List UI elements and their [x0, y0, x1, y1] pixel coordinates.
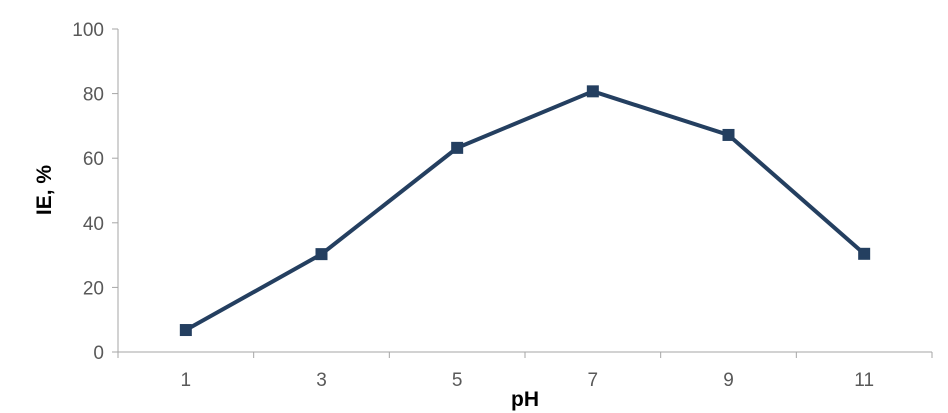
- y-axis-title: IE, %: [33, 165, 56, 216]
- x-tick-label: 9: [723, 370, 734, 391]
- y-tick-label: 20: [83, 278, 104, 299]
- y-tick-label: 40: [83, 214, 104, 235]
- x-axis: 1 3 5 7 9 11: [117, 351, 933, 391]
- data-point: [315, 248, 328, 261]
- series-ie: [179, 85, 871, 337]
- data-point: [451, 141, 464, 154]
- y-tick-label: 80: [83, 85, 104, 106]
- y-tick-label: 0: [93, 343, 104, 364]
- data-point: [722, 128, 735, 141]
- x-tick-label: 1: [181, 370, 192, 391]
- y-tick-label: 100: [72, 20, 104, 41]
- x-tick-label: 3: [316, 370, 327, 391]
- y-tick-label: 60: [83, 149, 104, 170]
- data-point: [586, 85, 599, 98]
- series-line: [184, 89, 866, 332]
- x-tick-label: 5: [452, 370, 463, 391]
- data-point: [858, 247, 871, 260]
- data-point: [179, 324, 192, 337]
- y-axis: 0 20 40 60 80 100: [72, 20, 119, 364]
- x-axis-title: pH: [511, 388, 539, 411]
- x-tick-label: 7: [588, 370, 599, 391]
- x-tick-label: 11: [854, 370, 874, 391]
